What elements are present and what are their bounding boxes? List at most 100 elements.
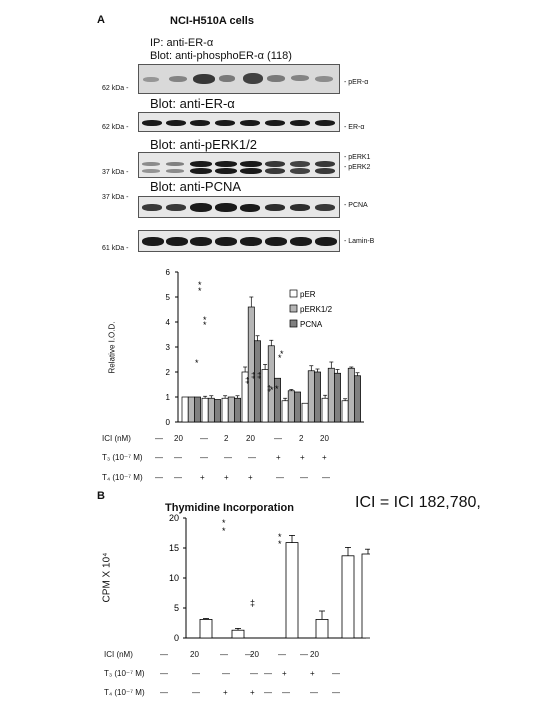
table-b-cell: —	[264, 669, 272, 678]
table-b-cell: 20	[250, 650, 259, 659]
bar-perk12	[207, 397, 215, 423]
label-pcna: - PCNA	[344, 202, 368, 209]
bar-perk12	[227, 396, 235, 423]
table-b-cell: +	[310, 669, 315, 678]
significance-star: *	[203, 320, 207, 330]
label-per-alpha: - pER-α	[344, 79, 369, 86]
mw-37-1: 37 kDa -	[102, 169, 129, 176]
bar-per	[221, 397, 229, 423]
significance-dagger: ‡	[267, 384, 271, 393]
table-a-cell: 2	[299, 434, 304, 443]
table-b-cell: —	[250, 669, 258, 678]
table-a-cell: +	[200, 473, 205, 482]
blot-er-alpha	[138, 112, 340, 132]
table-a-cell: —	[155, 453, 163, 462]
label-perk1: - pERK1	[344, 154, 371, 161]
bar-per	[181, 396, 189, 423]
bar-perk12	[347, 367, 355, 423]
label-er-alpha: - ER-α	[344, 124, 365, 131]
table-a-cell: +	[322, 453, 327, 462]
bar-cpm	[315, 619, 329, 639]
bar-per	[301, 402, 309, 423]
y-tick-label: 6	[166, 268, 171, 277]
significance-star: *	[222, 518, 226, 528]
panel-b-letter: B	[97, 490, 105, 502]
table-b-cell: —	[222, 669, 230, 678]
bar-pcna	[354, 375, 361, 423]
legend-label: pER	[300, 290, 316, 299]
bar-pcna	[314, 371, 321, 423]
table-a-cell: —	[155, 473, 163, 482]
table-a-cell: 20	[174, 434, 183, 443]
blot-per-alpha	[138, 64, 340, 94]
significance-dagger: ‡	[245, 376, 249, 385]
significance-star: *	[270, 385, 274, 395]
table-a-cell: —	[322, 473, 330, 482]
significance-star: *	[275, 384, 279, 394]
table-b-cell: —	[278, 650, 286, 659]
chart-a-ylabel: Relative I.O.D.	[107, 321, 117, 374]
significance-star: *	[280, 349, 284, 359]
table-a-cell: +	[300, 453, 305, 462]
table-b-cell: —	[160, 650, 168, 659]
bar-per	[341, 400, 349, 423]
label-lamin-b: - Lamin-B	[344, 238, 375, 245]
legend-label: PCNA	[300, 320, 323, 329]
bar-pcna	[334, 372, 341, 423]
blot-perk	[138, 152, 340, 178]
table-b-cell: —	[220, 650, 228, 659]
bar-perk12	[327, 367, 335, 423]
legend-label: pERK1/2	[300, 305, 333, 314]
significance-star: *	[278, 532, 282, 542]
mw-62-1: 62 kDa -	[102, 85, 129, 92]
bar-perk12	[307, 370, 315, 423]
table-a-row-label: T₄ (10⁻⁷ M)	[102, 473, 143, 482]
blot-lamin-b	[138, 230, 340, 252]
table-a-cell: —	[248, 453, 256, 462]
table-b-cell: —	[282, 688, 290, 697]
bar-pcna	[294, 391, 301, 423]
table-b: ICI (nM) — 20 — — 20 — — 20 T₃ (10⁻⁷ M) …	[70, 650, 370, 700]
mw-62-2: 62 kDa -	[102, 124, 129, 131]
table-b-cell: —	[264, 688, 272, 697]
panel-a-letter: A	[97, 14, 105, 26]
significance-star: *	[198, 280, 202, 290]
table-a-cell: —	[200, 453, 208, 462]
table-b-cell: —	[192, 669, 200, 678]
significance-star: *	[198, 286, 202, 296]
table-a-cell: 20	[320, 434, 329, 443]
table-b-cell: 20	[190, 650, 199, 659]
table-b-cell: —	[160, 688, 168, 697]
bar-perk12	[247, 306, 255, 423]
legend-swatch	[289, 289, 298, 298]
significance-star: *	[222, 526, 226, 536]
legend-swatch	[289, 304, 298, 313]
y-tick-label: 1	[166, 393, 171, 402]
table-a-cell: +	[276, 453, 281, 462]
table-b-cell: —	[160, 669, 168, 678]
significance-star: *	[195, 358, 199, 368]
table-b-cell: —	[332, 669, 340, 678]
table-a: ICI (nM) — 20 — 2 20 — 2 20 T₃ (10⁻⁷ M) …	[70, 434, 370, 486]
table-b-cell: —	[192, 688, 200, 697]
table-a-cell: —	[174, 453, 182, 462]
bar-pcna	[254, 340, 261, 423]
table-b-cell: +	[282, 669, 287, 678]
bar-per	[321, 397, 329, 423]
blot-pera-label: Blot: anti-phosphoER-α (118)	[150, 50, 292, 62]
bar-perk12	[187, 396, 195, 423]
y-tick-label: 0	[166, 418, 171, 427]
table-a-cell: +	[224, 473, 229, 482]
bar-cpm	[231, 629, 245, 639]
table-b-row-label: T₃ (10⁻⁷ M)	[104, 669, 145, 678]
table-a-cell: —	[300, 473, 308, 482]
mw-37-2: 37 kDa -	[102, 194, 129, 201]
bar-pcna	[214, 399, 221, 423]
bar-perk12	[287, 390, 295, 423]
y-tick-label: 10	[169, 573, 179, 583]
table-a-row-label: T₃ (10⁻⁷ M)	[102, 453, 143, 462]
table-a-row-label: ICI (nM)	[102, 434, 131, 443]
bar-pcna	[234, 397, 241, 423]
table-a-cell: —	[276, 473, 284, 482]
